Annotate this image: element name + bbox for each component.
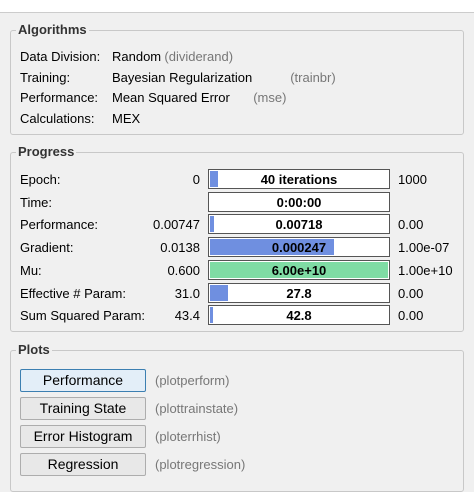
row-label: Time: xyxy=(20,194,53,210)
panel-title: Algorithms xyxy=(16,22,89,37)
row-label: Mu: xyxy=(20,262,42,278)
current-value: 40 iterations xyxy=(260,172,338,187)
progress-bar: 40 iterations xyxy=(208,169,390,189)
row-value: MEX xyxy=(112,110,141,126)
row-function: (trainbr) xyxy=(290,69,336,85)
row-label: Calculations: xyxy=(20,110,95,126)
end-value: 0.00 xyxy=(398,217,424,233)
row-label: Data Division: xyxy=(20,49,101,64)
plot-button[interactable]: Regression xyxy=(20,453,146,476)
start-value: 0.00747 xyxy=(153,217,200,233)
row-value: Random xyxy=(112,49,162,64)
progress-bar: 0.000247 xyxy=(208,237,390,258)
progress-bar: 0.00718 xyxy=(208,214,390,235)
row-function: (dividerand) xyxy=(164,49,234,64)
start-value: 0 xyxy=(192,172,200,187)
start-value: 43.4 xyxy=(174,308,200,324)
current-value: 0.00718 xyxy=(275,217,323,233)
current-value: 42.8 xyxy=(286,308,312,324)
progress-panel xyxy=(10,152,464,332)
end-value: 1.00e+10 xyxy=(398,262,453,278)
plot-button[interactable]: Error Histogram xyxy=(20,425,146,448)
progress-fill xyxy=(210,307,213,324)
progress-bar: 0:00:00 xyxy=(208,191,390,212)
row-label: Gradient: xyxy=(20,240,74,256)
plot-function: (ploterrhist) xyxy=(155,429,221,444)
row-value: Bayesian Regularization xyxy=(112,69,253,85)
current-value: 27.8 xyxy=(286,285,312,301)
progress-fill xyxy=(210,239,334,256)
row-label: Training: xyxy=(20,69,71,85)
row-label: Effective # Param: xyxy=(20,285,126,301)
row-label: Epoch: xyxy=(20,172,61,187)
start-value: 0.600 xyxy=(167,262,200,278)
start-value: 31.0 xyxy=(174,285,200,301)
current-value: 0.000247 xyxy=(271,240,327,256)
end-value: 1000 xyxy=(398,172,427,187)
plot-button[interactable]: Training State xyxy=(20,397,146,420)
title-strip xyxy=(0,0,474,13)
plot-button[interactable]: Performance xyxy=(20,369,146,392)
progress-fill xyxy=(210,171,218,187)
end-value: 1.00e-07 xyxy=(398,240,450,256)
progress-bar: 42.8 xyxy=(208,305,390,326)
panel-title: Progress xyxy=(16,144,77,159)
panel-title: Plots xyxy=(16,342,52,357)
current-value: 6.00e+10 xyxy=(271,262,327,278)
plot-function: (plotregression) xyxy=(155,457,246,472)
row-label: Sum Squared Param: xyxy=(20,308,146,324)
progress-bar: 27.8 xyxy=(208,282,390,303)
progress-fill xyxy=(210,284,228,301)
end-value: 0.00 xyxy=(398,308,424,324)
row-label: Performance: xyxy=(20,90,99,105)
plot-function: (plottrainstate) xyxy=(155,401,239,416)
row-label: Performance: xyxy=(20,217,99,233)
progress-fill xyxy=(210,261,388,278)
row-value: Mean Squared Error xyxy=(112,90,230,105)
progress-bar: 6.00e+10 xyxy=(208,259,390,280)
progress-fill xyxy=(210,216,214,233)
end-value: 0.00 xyxy=(398,285,424,301)
algorithms-panel xyxy=(10,30,464,135)
plot-function: (plotperform) xyxy=(155,373,230,388)
current-value: 0:00:00 xyxy=(276,194,322,210)
row-function: (mse) xyxy=(253,90,287,105)
start-value: 0.0138 xyxy=(160,240,200,256)
